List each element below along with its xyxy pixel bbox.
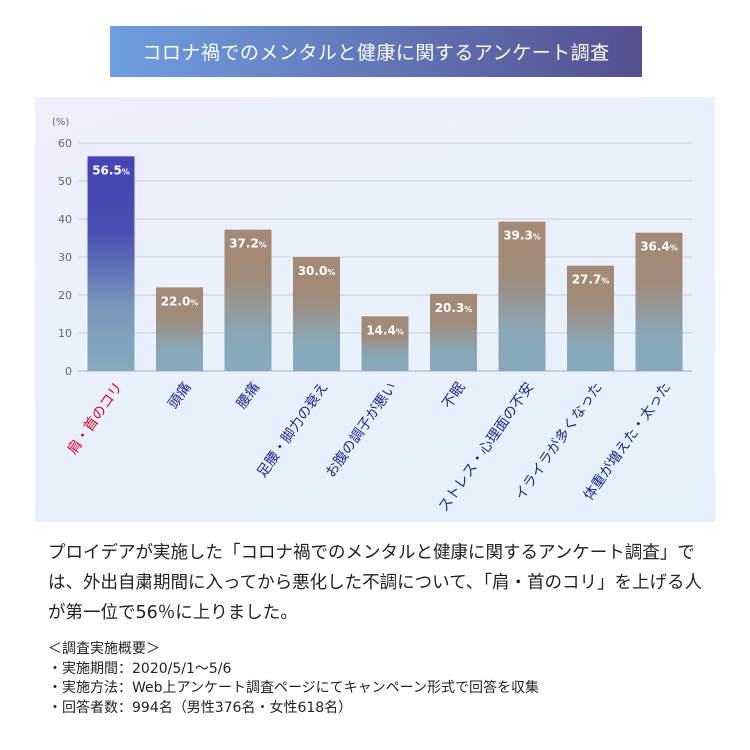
notes-heading: ＜調査実施概要＞ [48,641,160,657]
bar [430,293,477,371]
data-label: 27.7% [572,273,610,287]
y-tick-label: 20 [58,289,72,302]
y-axis-unit: (%) [52,117,69,128]
bar [156,287,203,371]
bar [498,221,546,371]
y-tick-label: 0 [65,365,72,378]
x-tick-label: 不眠 [439,380,468,412]
y-tick-label: 10 [58,327,72,340]
y-tick-label: 40 [58,213,72,226]
y-tick-label: 60 [58,137,72,150]
data-label: 39.3% [503,229,541,243]
bar [87,156,135,371]
bar-chart: (%) 0 10 20 30 40 50 60 56.5% 肩・首のコリ 22.0% 頭痛 37.2% 腰… [52,117,692,515]
data-label: 36.4% [640,240,678,254]
bar [567,265,614,371]
description: プロイデアが実施した「コロナ禍でのメンタルと健康に関するアンケート調査」では、外… [48,543,702,623]
data-label: 30.0% [298,264,336,278]
notes-method: ・実施方法：Web上アンケート調査ページにてキャンペーン形式で回答を収集 [48,680,539,696]
notes-respondents: ・回答者数：994名（男性376名・女性618名） [48,699,353,716]
bar [361,316,409,371]
notes-period: ・実施期間：2020/5/1～5/6 [48,660,232,677]
x-tick-label: 腰痛 [233,379,263,412]
x-tick-label: 頭痛 [165,379,195,412]
chart-title: コロナ禍でのメンタルと健康に関するアンケート調査 [110,26,642,77]
x-tick-label: お腹の調子が悪い [322,379,400,480]
data-label: 20.3% [435,301,473,315]
bar [224,229,272,371]
data-label: 56.5% [92,163,130,177]
bar [293,257,340,371]
data-label: 14.4% [366,323,404,337]
bar [635,232,683,371]
survey-notes: ＜調査実施概要＞ ・実施期間：2020/5/1～5/6 ・実施方法：Web上アン… [48,640,539,718]
y-tick-label: 50 [58,175,72,188]
y-tick-label: 30 [58,251,72,264]
x-tick-label: 足腰・脚力の衰え [253,379,331,480]
x-tick-label: 肩・首のコリ [65,380,126,458]
data-label: 37.2% [229,237,267,251]
data-label: 22.0% [161,294,199,308]
